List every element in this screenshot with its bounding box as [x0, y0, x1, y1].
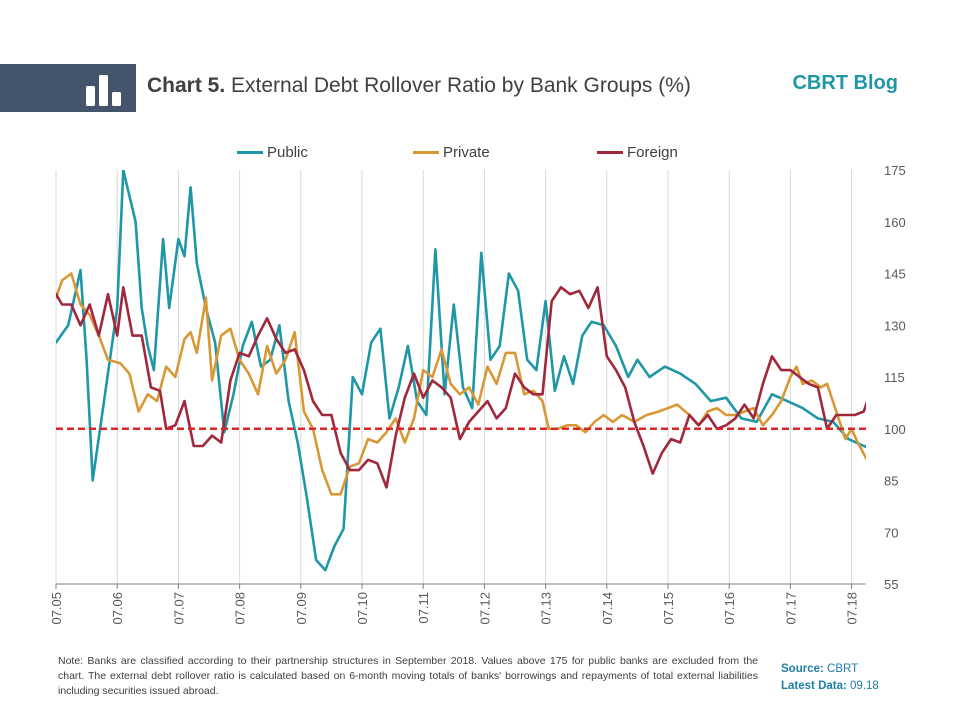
- y-tick-label: 175: [884, 163, 906, 178]
- legend-item-private: Private: [413, 144, 490, 161]
- y-tick-label: 70: [884, 525, 898, 540]
- legend-swatch-foreign: [597, 151, 623, 154]
- y-tick-label: 160: [884, 215, 906, 230]
- legend-item-public: Public: [237, 144, 308, 161]
- x-tick-label: 07.14: [600, 592, 615, 625]
- latest-data-value: 09.18: [846, 680, 879, 692]
- series-line-private: [56, 272, 866, 496]
- latest-data-label: Latest Data:: [781, 680, 847, 692]
- source-block: Source: CBRT Latest Data: 09.18: [781, 661, 879, 695]
- chart-title-text: External Debt Rollover Ratio by Bank Gro…: [225, 74, 691, 97]
- y-tick-label: 145: [884, 267, 906, 282]
- icon-bar-3: [112, 92, 121, 106]
- grid-layer: [55, 170, 853, 584]
- legend-item-foreign: Foreign: [597, 144, 678, 161]
- x-tick-label: 07.07: [171, 592, 186, 625]
- x-tick-label: 07.16: [722, 592, 737, 625]
- series-line-public: [56, 170, 866, 572]
- x-tick-label: 07.15: [661, 592, 676, 625]
- legend-swatch-private: [413, 151, 439, 154]
- icon-bar-1: [86, 86, 95, 106]
- legend-label-public: Public: [267, 144, 308, 161]
- x-tick-label: 07.12: [477, 592, 492, 625]
- x-tick-label: 07.11: [416, 592, 431, 624]
- axis-layer: 07.05 07.06 07.07 07.08 07.09 07.10 07.11 07.12…: [49, 163, 906, 625]
- x-tick-label: 07.08: [233, 592, 248, 625]
- legend-swatch-public: [237, 151, 263, 154]
- x-tick-label: 07.18: [845, 592, 860, 625]
- x-tick-label: 07.05: [49, 592, 64, 625]
- x-tick-label: 07.09: [294, 592, 309, 625]
- legend-label-private: Private: [443, 144, 490, 161]
- series-layer: [56, 170, 866, 572]
- y-tick-label: 130: [884, 318, 906, 333]
- footnote: Note: Banks are classified according to …: [58, 655, 758, 697]
- chart-title: Chart 5. External Debt Rollover Ratio by…: [147, 74, 691, 98]
- y-tick-label: 115: [884, 370, 905, 385]
- source-value: CBRT: [823, 663, 859, 675]
- x-tick-label: 07.06: [110, 592, 125, 625]
- x-tick-label: 07.10: [355, 592, 370, 625]
- legend-label-foreign: Foreign: [627, 144, 678, 161]
- source-label: Source:: [781, 663, 824, 675]
- y-tick-label: 55: [884, 577, 898, 592]
- series-line-foreign: [56, 285, 866, 489]
- bar-chart-icon: [86, 75, 121, 106]
- source-line: Source: CBRT: [781, 661, 879, 678]
- x-tick-label: 07.13: [539, 592, 554, 625]
- chart-title-number: Chart 5.: [147, 74, 226, 97]
- chart-legend: Public Private Foreign: [0, 144, 960, 166]
- y-tick-label: 100: [884, 422, 906, 437]
- x-tick-label: 07.17: [783, 592, 798, 625]
- latest-data-line: Latest Data: 09.18: [781, 678, 879, 695]
- brand-label: CBRT Blog: [792, 72, 898, 94]
- y-tick-label: 85: [884, 474, 898, 489]
- icon-bar-2: [99, 75, 108, 106]
